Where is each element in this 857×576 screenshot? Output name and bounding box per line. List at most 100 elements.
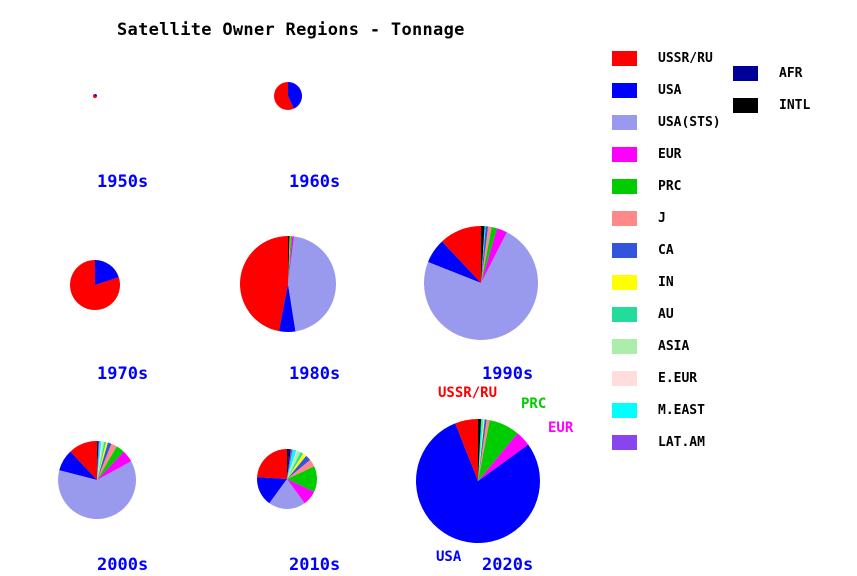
legend-swatch-usa <box>612 82 637 98</box>
decade-label-1990s: 1990s <box>482 364 534 384</box>
legend-item-usa-sts: USA(STS) <box>612 114 721 130</box>
pie-slice-2000s-in <box>97 442 108 480</box>
pie-slice-2000s-intl <box>97 441 98 480</box>
legend-swatch-afr <box>733 65 758 81</box>
pie-slice-1990s-usa <box>428 241 481 283</box>
pie-slice-1980s-prc <box>288 236 293 284</box>
pie-slice-2000s-afr <box>97 441 99 480</box>
pie-slice-1970s-ussr-ru <box>70 260 121 310</box>
pie-slice-2000s-lat-am <box>97 441 100 480</box>
pie-slice-1990s-intl <box>481 225 485 283</box>
legend-item-prc: PRC <box>612 178 721 194</box>
legend-swatch-usa-sts <box>612 114 637 130</box>
pie-1990s <box>424 225 539 340</box>
pie-1980s <box>240 235 337 333</box>
legend-item-in: IN <box>612 274 721 290</box>
legend-label-lat-am: LAT.AM <box>658 434 705 450</box>
legend-swatch-ca <box>612 242 637 258</box>
pie-slice-1990s-m-east <box>481 226 486 283</box>
legend-swatch-in <box>612 274 637 290</box>
pie-slice-1990s-prc <box>481 227 497 283</box>
pie-slice-2010s-usa-sts <box>269 479 305 509</box>
pie-slice-2000s-e-eur <box>97 441 103 480</box>
legend-label-usa: USA <box>658 82 682 98</box>
decade-label-1970s: 1970s <box>97 364 149 384</box>
legend-label-asia: ASIA <box>658 338 690 354</box>
pie-slice-2000s-prc <box>97 446 124 480</box>
pie-2000s <box>58 441 137 519</box>
pie-2020s <box>415 419 540 543</box>
pie-slice-2000s-ca <box>97 442 112 480</box>
legend-swatch-asia <box>612 338 637 354</box>
legend-label-afr: AFR <box>779 65 803 81</box>
legend-swatch-intl <box>733 97 758 113</box>
pie-slice-1990s-j <box>481 226 492 283</box>
legend-label-ussr-ru: USSR/RU <box>658 50 713 66</box>
decade-label-2000s: 2000s <box>97 555 149 575</box>
legend-item-lat-am: LAT.AM <box>612 434 721 450</box>
legend-item-asia: ASIA <box>612 338 721 354</box>
pie-slice-1980s-ussr-ru <box>240 236 288 332</box>
pie-slice-1980s-usa-sts <box>288 236 337 332</box>
legend-swatch-au <box>612 306 637 322</box>
legend-swatch-j <box>612 210 637 226</box>
legend-label-usa-sts: USA(STS) <box>658 114 721 130</box>
legend-label-in: IN <box>658 274 674 290</box>
legend-item-e-eur: E.EUR <box>612 370 721 386</box>
legend-label-j: J <box>658 210 666 226</box>
pie-slice-2000s-j <box>97 443 117 480</box>
pie-slice-1950s-usa <box>95 94 97 96</box>
pie-slice-1980s-j <box>288 236 291 284</box>
annotation-usa: USA <box>436 549 462 565</box>
legend-swatch-prc <box>612 178 637 194</box>
legend-item-usa: USA <box>612 82 721 98</box>
legend-swatch-ussr-ru <box>612 50 637 66</box>
pie-slice-1960s-ussr-ru <box>274 82 294 110</box>
pie-slice-2000s-eur <box>97 451 132 480</box>
pie-slice-1980s-usa <box>279 284 296 333</box>
legend-label-ca: CA <box>658 242 674 258</box>
legend-item-intl: INTL <box>733 97 810 113</box>
pie-slice-1980s-eur <box>288 236 295 284</box>
pie-slice-1960s-usa <box>288 82 303 109</box>
pie-slice-2020s-ca <box>478 419 487 481</box>
pie-slice-1990s-ca <box>481 226 489 283</box>
legend-swatch-eur <box>612 146 637 162</box>
pie-slice-2010s-j <box>287 459 315 479</box>
legend-item-afr: AFR <box>733 65 810 81</box>
legend-item-ussr-ru: USSR/RU <box>612 50 721 66</box>
pie-slice-2020s-in <box>478 419 485 481</box>
pie-slice-1970s-usa <box>95 260 119 285</box>
legend-label-prc: PRC <box>658 178 682 194</box>
pie-slice-2010s-intl <box>287 449 289 479</box>
pie-slice-2010s-usa <box>257 477 287 504</box>
legend-item-eur: EUR <box>612 146 721 162</box>
pie-slice-2010s-lat-am <box>287 449 293 479</box>
pie-slice-2010s-afr <box>287 449 291 479</box>
legend-item-j: J <box>612 210 721 226</box>
pie-slice-2020s-prc <box>478 420 518 481</box>
legend-label-e-eur: E.EUR <box>658 370 698 386</box>
legend-swatch-e-eur <box>612 370 637 386</box>
pie-slice-2010s-ca <box>287 455 311 479</box>
pie-slice-2010s-asia <box>287 450 301 479</box>
legend-swatch-lat-am <box>612 434 637 450</box>
pie-slice-2000s-usa-sts <box>58 461 137 519</box>
pie-slice-2020s-ussr-ru <box>455 419 478 481</box>
decade-label-1960s: 1960s <box>289 172 341 192</box>
decade-label-1980s: 1980s <box>289 364 341 384</box>
legend-item-ca: CA <box>612 242 721 258</box>
pie-slice-2000s-usa <box>59 451 97 480</box>
pie-slice-2000s-au <box>97 441 106 480</box>
pie-slice-2010s-m-east <box>287 449 297 479</box>
pie-slice-2020s-intl <box>478 419 482 481</box>
annotation-eur: EUR <box>548 420 574 436</box>
pie-1960s <box>274 82 303 110</box>
pie-slice-1990s-usa-sts <box>424 232 539 340</box>
pie-1970s <box>70 260 121 310</box>
pie-slice-2010s-in <box>287 453 307 479</box>
legend-column-2: AFR INTL <box>733 65 810 113</box>
pie-slice-2020s-eur <box>478 433 529 481</box>
